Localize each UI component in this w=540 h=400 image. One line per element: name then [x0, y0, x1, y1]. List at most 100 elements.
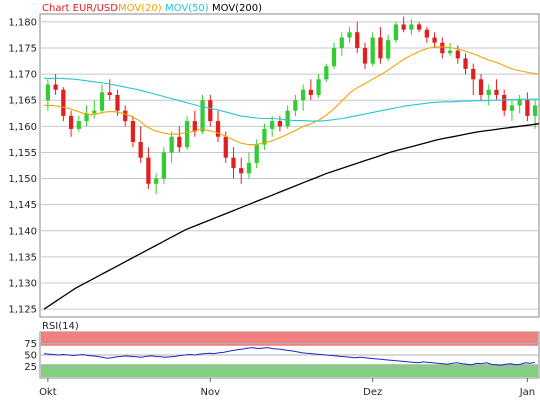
legend-mov50: MOV(50) [165, 3, 209, 14]
candle-body [339, 37, 344, 48]
price-y-tick-label: 1,140 [8, 226, 37, 237]
rsi-title: RSI(14) [42, 321, 79, 332]
candle-body [409, 24, 414, 30]
candle-body [154, 178, 159, 184]
candle-body [192, 121, 197, 132]
price-y-tick-label: 1,130 [8, 279, 37, 290]
candle-body [123, 110, 128, 122]
x-tick-label: Okt [39, 387, 57, 398]
candle-body [486, 89, 491, 95]
price-y-tick-label: 1,160 [8, 122, 37, 133]
candle-body [509, 105, 515, 111]
candle-body [285, 110, 290, 127]
mov200-line [43, 123, 540, 310]
candle-body [517, 100, 522, 106]
candle-body [270, 121, 275, 129]
price-grid [40, 21, 539, 310]
candle-body [386, 40, 391, 59]
x-tick-label: Dez [363, 387, 382, 398]
candle-body [316, 79, 321, 95]
moving-averages-layer [43, 46, 540, 310]
candle-body [471, 68, 476, 80]
candle-body [161, 152, 167, 179]
candle-body [331, 47, 337, 67]
candle-body [84, 113, 89, 122]
rsi-y-tick-label: 50 [24, 351, 37, 362]
rsi-y-tick-label: 25 [24, 362, 37, 373]
candle-body [432, 37, 437, 43]
candle-body [130, 121, 136, 142]
candle-body [76, 121, 81, 129]
candle-body [378, 37, 383, 59]
x-axis: Okt Nov Dez Jan [39, 378, 535, 398]
candle-body [463, 58, 468, 69]
candle-body [293, 100, 298, 111]
candle-body [324, 66, 329, 80]
candle-body [416, 24, 422, 30]
candle-body [246, 162, 252, 174]
candle-body [61, 89, 66, 116]
price-y-tick-label: 1,135 [8, 252, 37, 263]
candle-body [223, 136, 228, 158]
candle-body [254, 144, 259, 163]
candle-body [239, 168, 244, 174]
candle-body [177, 136, 182, 148]
candle-body [362, 47, 368, 64]
candle-body [68, 115, 74, 129]
price-y-tick-label: 1,170 [8, 70, 37, 81]
candle-body [146, 157, 151, 184]
candle-body [208, 100, 213, 122]
price-y-tick-label: 1,125 [8, 305, 37, 316]
rsi-oversold-zone [41, 364, 538, 377]
candle-body [502, 94, 507, 111]
mov50-line [44, 77, 539, 122]
legend-mov20: MOV(20) [118, 3, 162, 14]
candle-body [138, 141, 143, 158]
rsi-y-tick-label: 75 [24, 339, 37, 350]
x-tick-label: Jan [519, 387, 535, 398]
candle-body [262, 128, 267, 145]
legend-mov200: MOV(200) [212, 3, 262, 14]
candle-body [447, 50, 453, 54]
candle-body [533, 105, 538, 116]
candle-body [370, 37, 375, 64]
rsi-overbought-zone [41, 332, 538, 346]
x-tick-label: Nov [201, 387, 221, 398]
candle-body [53, 84, 58, 90]
candle-body [455, 50, 460, 59]
candle-body [347, 32, 352, 38]
candle-body [277, 121, 283, 127]
price-y-tick-label: 1,150 [8, 174, 37, 185]
candle-body [231, 157, 236, 169]
candle-body [215, 121, 221, 137]
candle-body [440, 42, 445, 54]
candle-body [300, 89, 306, 101]
candle-body [401, 24, 406, 30]
candle-body [393, 24, 399, 41]
price-y-tick-label: 1,165 [8, 96, 37, 107]
candle-body [92, 110, 97, 114]
candles-layer [45, 16, 538, 195]
price-y-tick-label: 1,145 [8, 200, 37, 211]
candle-body [169, 136, 174, 153]
price-y-tick-label: 1,155 [8, 148, 37, 159]
candle-body [107, 92, 112, 95]
candle-body [200, 100, 205, 132]
candle-body [525, 100, 530, 116]
price-y-tick-label: 1,175 [8, 43, 37, 54]
candle-body [424, 29, 429, 38]
candle-body [308, 89, 313, 95]
mov20-line [44, 46, 540, 146]
price-plot-frame [39, 13, 540, 318]
candle-body [99, 92, 105, 111]
candle-body [494, 89, 499, 95]
candle-body [478, 79, 484, 95]
chart-title: Chart EUR/USD [42, 3, 118, 14]
rsi-line [43, 347, 536, 366]
candle-body [355, 32, 360, 48]
price-y-axis: 1,180 1,175 1,170 1,165 1,160 1,155 1,150 1,145… [8, 17, 37, 315]
candle-body [115, 94, 120, 111]
